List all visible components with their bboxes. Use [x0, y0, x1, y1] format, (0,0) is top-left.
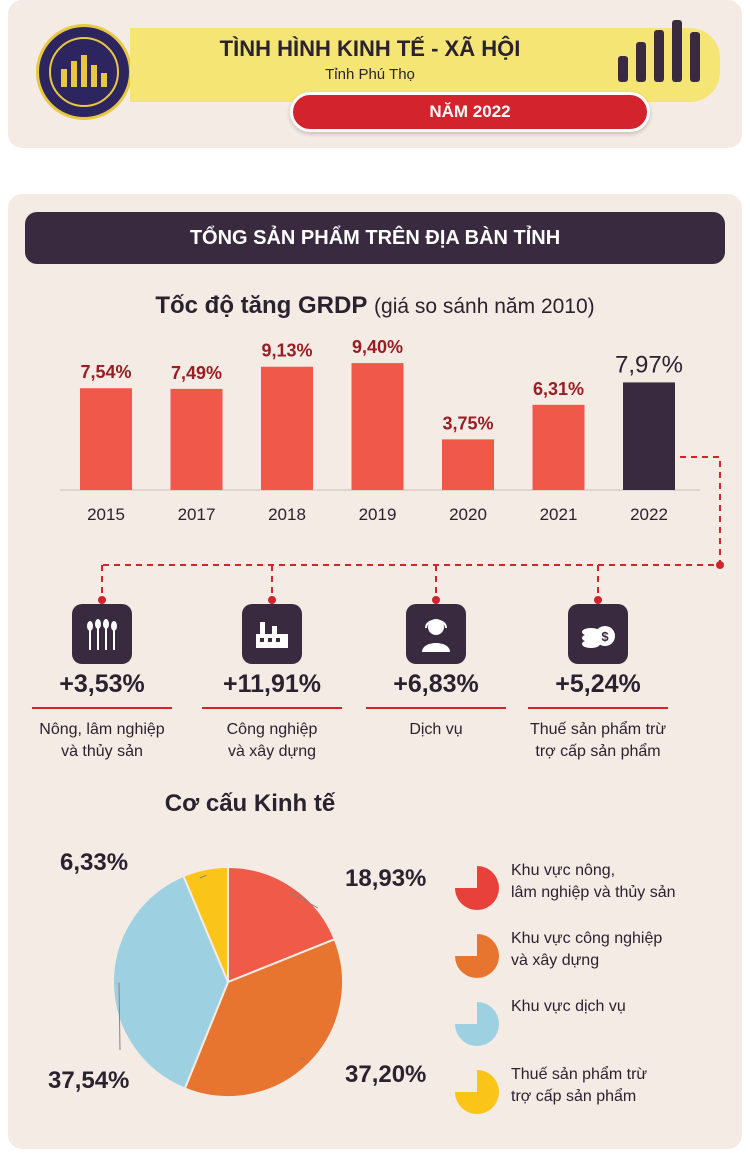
divider [32, 707, 172, 709]
sector-label: Nông, lâm nghiệp [39, 721, 165, 738]
bar-value-label: 9,13% [261, 341, 312, 361]
pie-leader-line [288, 891, 319, 909]
x-tick-label: 2021 [540, 505, 578, 524]
sector-value: +5,24% [555, 670, 641, 698]
pie-value-label: 37,20% [345, 1061, 426, 1088]
pie-value-label: 18,93% [345, 865, 426, 892]
wheat-icon [72, 604, 132, 664]
divider [528, 707, 668, 709]
coins-icon: $ [568, 604, 628, 664]
legend-label: Khu vực dịch vụ [511, 998, 626, 1015]
bar-value-label: 9,40% [352, 337, 403, 357]
legend-label: Khu vực công nghiệp và xây dựng [511, 930, 663, 969]
sector-label: và thủy sản [61, 743, 143, 760]
year-badge: NĂM 2022 [290, 92, 650, 132]
pie-leader-line [118, 982, 121, 1051]
sector-value: +6,83% [393, 670, 479, 698]
legend-label: Khu vực nông, lâm nghiệp và thủy sản [511, 862, 676, 901]
grdp-title-main: Tốc độ tăng GRDP [155, 292, 368, 319]
economic-structure-pie: 18,93% 37,20% 37,54% 6,33% [48, 849, 426, 1098]
sector-value: +3,53% [59, 670, 145, 698]
bar-chart-icon [618, 20, 700, 82]
bar-2018 [261, 366, 313, 490]
bar-2022 [623, 382, 675, 490]
bar-value-label: 7,97% [615, 351, 683, 378]
bar-2020 [442, 439, 494, 490]
legend-item: Thuế sản phẩm trừ trợ cấp sản phẩm [455, 1064, 735, 1132]
legend-swatch-services [455, 1002, 499, 1046]
pie-leader-line [199, 874, 207, 879]
sector-taxes: $ +5,24% Thuế sản phẩm trừ trợ cấp sản p… [518, 604, 678, 763]
statistics-office-logo [36, 24, 132, 120]
legend-item: Khu vực dịch vụ [455, 996, 735, 1064]
section-banner: TỔNG SẢN PHẨM TRÊN ĐỊA BÀN TỈNH [25, 212, 725, 264]
bar-2015 [80, 388, 132, 490]
pie-slice [112, 874, 230, 1090]
x-tick-label: 2022 [630, 505, 668, 524]
bar-2019 [351, 363, 404, 490]
x-tick-label: 2019 [359, 505, 397, 524]
pie-leader-line [299, 1057, 306, 1060]
legend-swatch-agriculture [455, 866, 499, 910]
x-tick-label: 2020 [449, 505, 487, 524]
sector-connector [98, 456, 724, 604]
bar-value-label: 7,54% [80, 362, 131, 382]
sector-label: và xây dựng [227, 743, 317, 760]
legend-item: Khu vực nông, lâm nghiệp và thủy sản [455, 860, 735, 928]
legend-swatch-taxes [455, 1070, 499, 1114]
structure-title: Cơ cấu Kinh tế [164, 790, 336, 817]
legend-label: Thuế sản phẩm trừ trợ cấp sản phẩm [511, 1066, 648, 1105]
pie-value-label: 6,33% [60, 849, 128, 876]
bar-value-label: 3,75% [442, 413, 493, 433]
x-tick-label: 2015 [87, 505, 125, 524]
x-tick-label: 2017 [178, 505, 216, 524]
x-tick-label: 2018 [268, 505, 306, 524]
logo-ring [49, 37, 119, 107]
pie-slice [183, 937, 344, 1098]
bar-value-label: 6,31% [533, 379, 584, 399]
grdp-chart-title: Tốc độ tăng GRDP (giá so sánh năm 2010) [40, 292, 710, 320]
divider [366, 707, 506, 709]
sector-services: +6,83% Dịch vụ [356, 604, 516, 741]
pie-value-label: 37,54% [48, 1067, 129, 1094]
pie-slice [182, 865, 229, 983]
factory-icon [242, 604, 302, 664]
divider [202, 707, 342, 709]
sector-label: Công nghiệp [226, 721, 318, 738]
bar-2017 [170, 388, 223, 490]
sector-label: trợ cấp sản phẩm [535, 743, 661, 760]
sector-value: +11,91% [222, 670, 321, 698]
bar-value-label: 7,49% [171, 363, 222, 383]
page-title: TÌNH HÌNH KINH TẾ - XÃ HỘI [219, 36, 521, 61]
grdp-bar-chart: 7,54% 2015 7,49% 2017 9,13% 2018 9,40% 2019 3,75… [60, 337, 700, 524]
province-subtitle: Tỉnh Phú Thọ [325, 66, 415, 83]
sector-agriculture: +3,53% Nông, lâm nghiệp và thủy sản [22, 604, 182, 763]
sector-label: Thuế sản phẩm trừ [529, 721, 667, 738]
grdp-title-sub: (giá so sánh năm 2010) [374, 295, 595, 318]
sector-label: Dịch vụ [409, 721, 463, 738]
bar-2021 [532, 404, 585, 490]
logo-emblem-icon [61, 55, 107, 87]
sector-industry: +11,91% Công nghiệp và xây dựng [192, 604, 352, 763]
svg-text:$: $ [601, 629, 609, 644]
legend-swatch-industry [455, 934, 499, 978]
pie-slice [227, 865, 337, 984]
pie-legend: Khu vực nông, lâm nghiệp và thủy sản Khu … [455, 860, 735, 1132]
legend-item: Khu vực công nghiệp và xây dựng [455, 928, 735, 996]
service-person-icon [406, 604, 466, 664]
